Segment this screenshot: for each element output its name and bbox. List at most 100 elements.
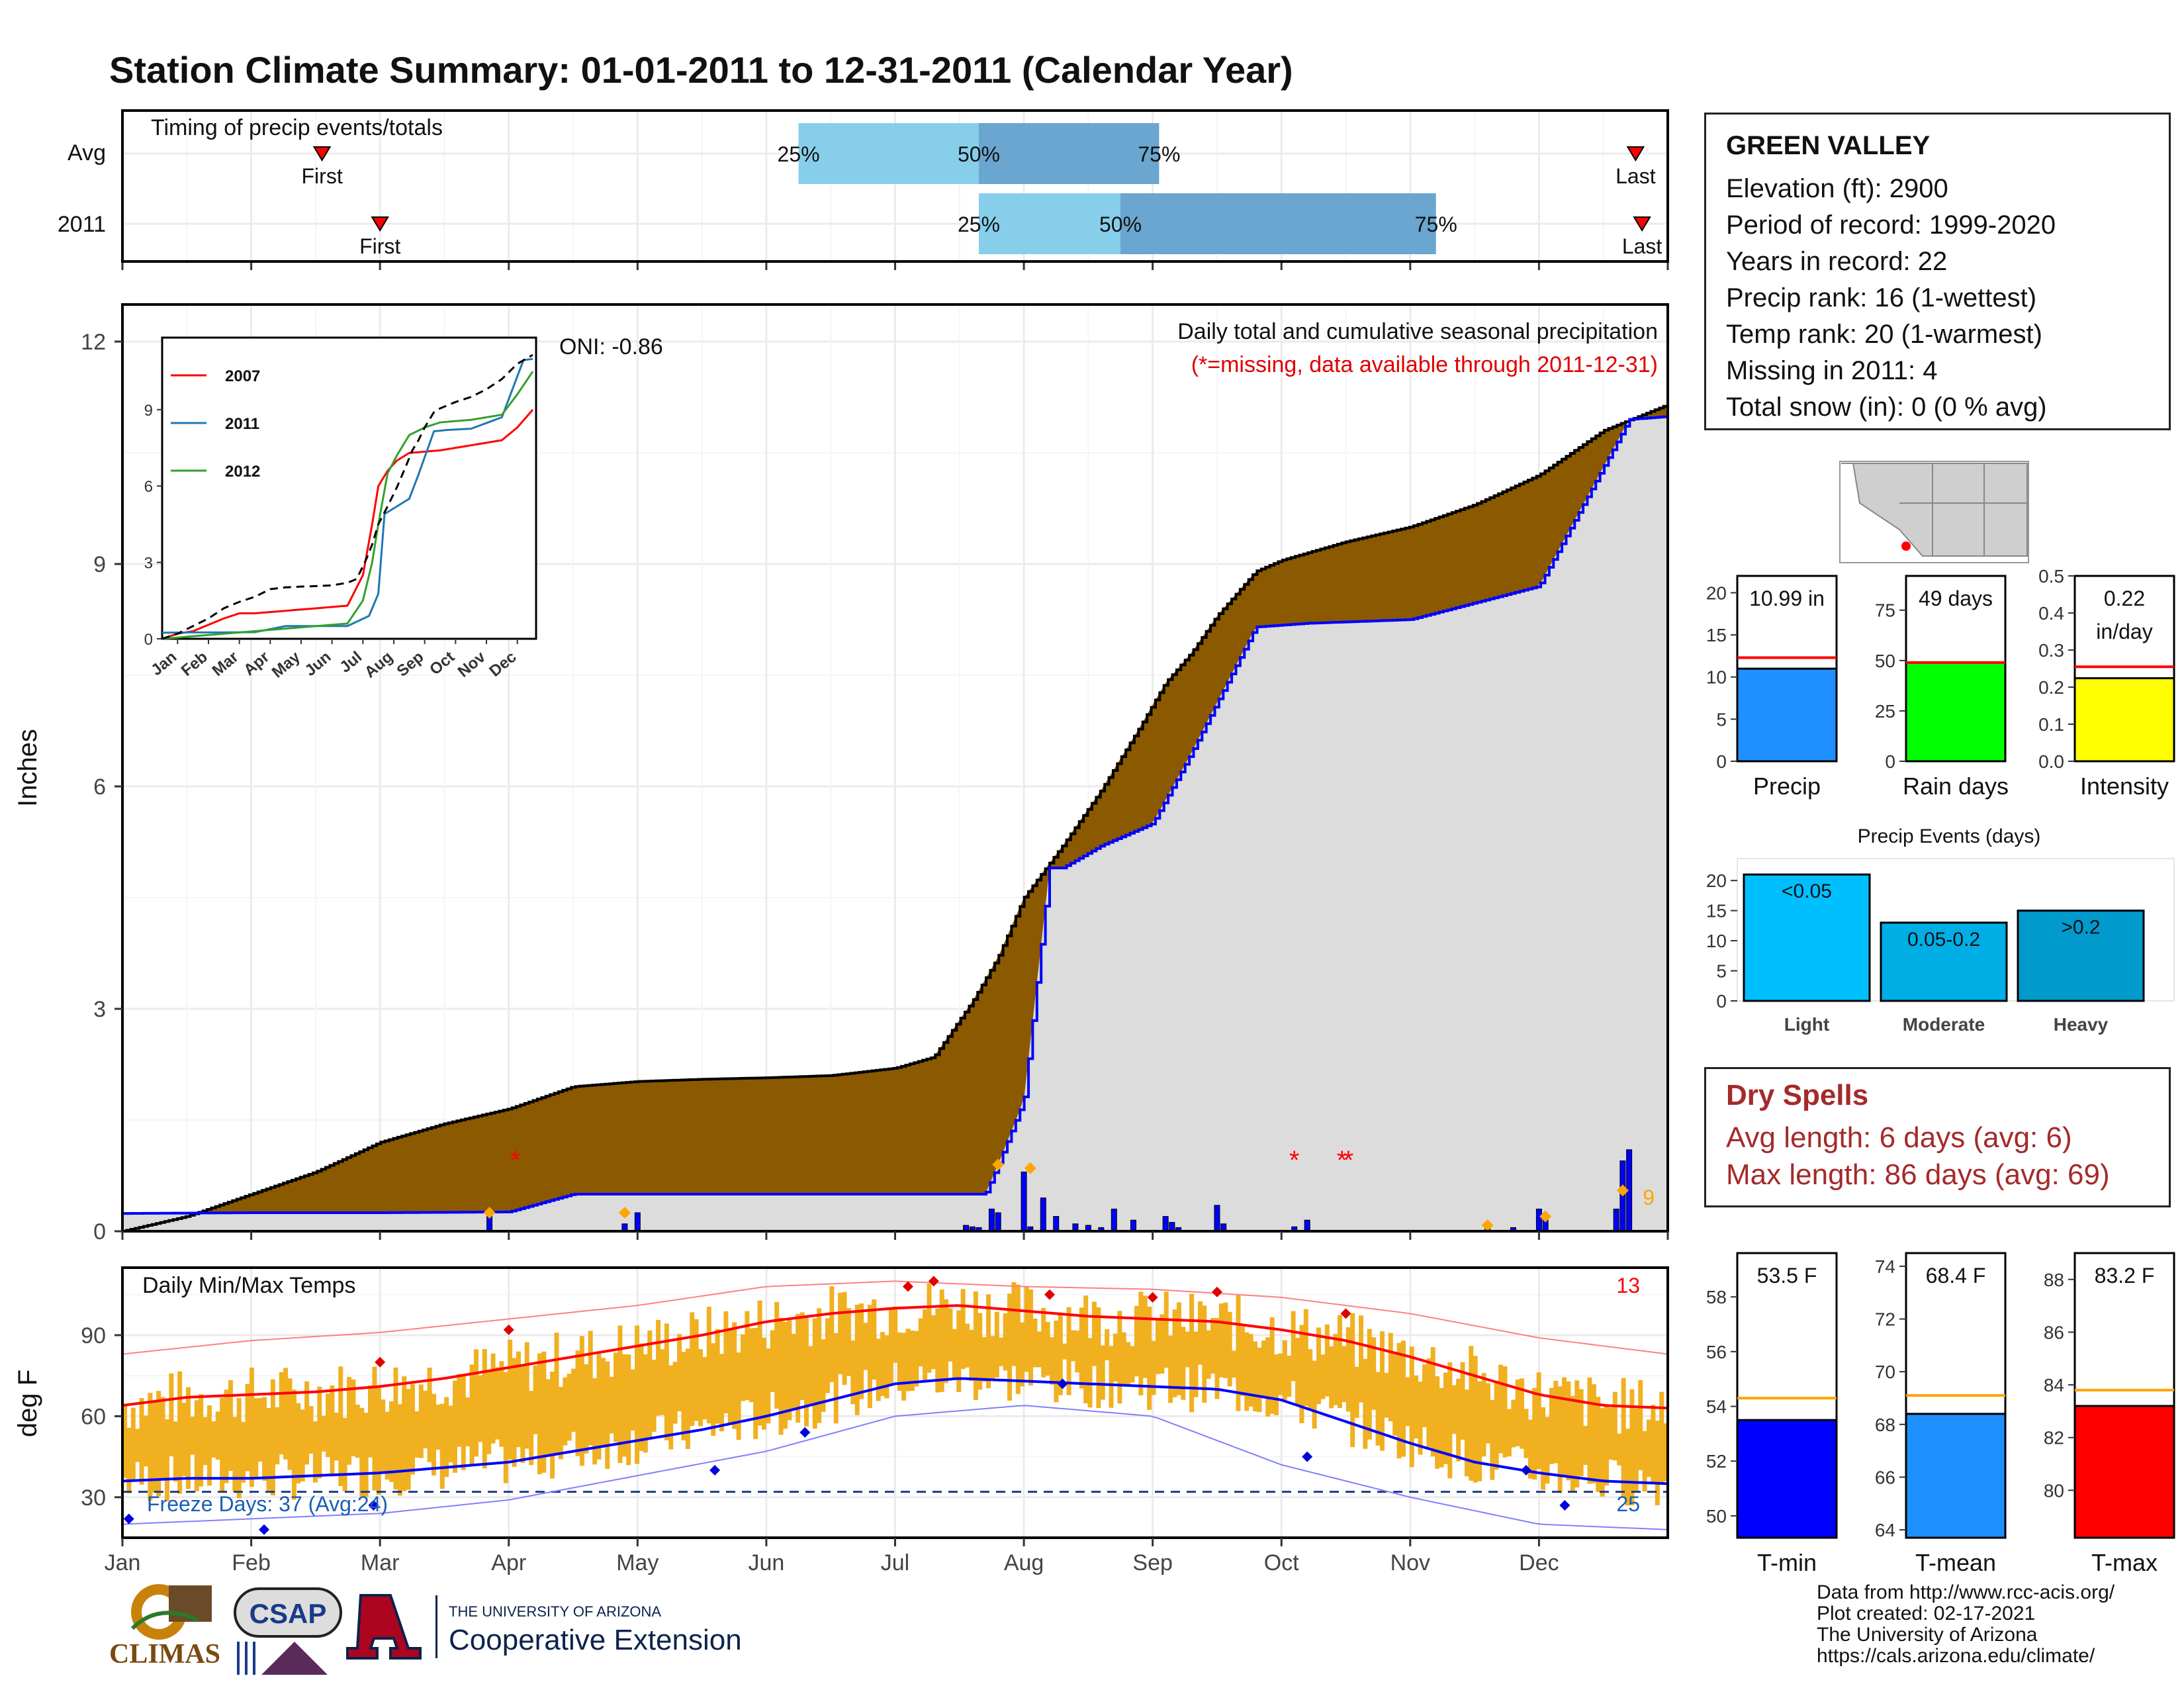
daily-temp-bar [1549,1387,1554,1464]
daily-temp-bar [524,1342,529,1449]
daily-temp-bar [1371,1337,1377,1410]
ua-small-text: THE UNIVERSITY OF ARIZONA [449,1603,661,1620]
temp-bar-value-label: 68.4 F [1926,1264,1986,1288]
daily-temp-bar [782,1321,788,1429]
daily-temp-bar [635,1325,640,1464]
daily-temp-bar [787,1320,792,1421]
daily-temp-bar [621,1354,627,1457]
daily-temp-bar [757,1300,762,1426]
timing-bar-lower [798,123,979,184]
daily-temp-bar [960,1289,966,1370]
daily-temp-bar [978,1313,983,1390]
temp-bar-tick-label: 52 [1706,1451,1727,1472]
daily-temp-bar [1066,1307,1071,1395]
heavy-event-marker [992,1158,1005,1171]
dry-spells-avg: Avg length: 6 days (avg: 6) [1726,1121,2072,1154]
daily-temp-bar [1282,1340,1287,1400]
daily-temp-bar [770,1330,775,1392]
daily-temp-bar [639,1343,644,1451]
inset-plot [161,353,534,640]
daily-temp-bar [774,1301,780,1409]
month-tick-label: Jul [881,1550,909,1575]
daily-temp-bar [1163,1291,1169,1368]
daily-temp-bar [452,1380,457,1473]
daily-temp-bar [1473,1356,1478,1483]
daily-temp-bar [1121,1332,1126,1387]
precip-y-tick-label: 12 [81,330,106,355]
daily-temp-bar [741,1334,745,1401]
daily-temp-bar [1028,1289,1034,1385]
daily-temp-bar [432,1393,436,1476]
daily-temp-bar [1506,1409,1512,1456]
daily-temp-bar [160,1397,165,1480]
station-elevation: Elevation (ft): 2900 [1726,174,1948,203]
events-value-label: >0.2 [2061,917,2100,939]
events-tick-label: 5 [1716,961,1727,982]
temp-bar-label: T-min [1757,1549,1817,1576]
daily-temp-bar [1320,1354,1326,1399]
credit-line: Data from http://www.rcc-acis.org/ [1817,1581,2115,1603]
daily-temp-bar [516,1351,521,1448]
daily-temp-bar [1109,1346,1114,1408]
record-min-line [122,1405,1668,1530]
daily-temp-bar [1384,1372,1389,1418]
daily-temp-bar [1091,1301,1097,1366]
record-high-marker [928,1276,939,1287]
temp-summary-bars: 50 52 54 56 58 53.5 F T-min 64 66 68 70 72 74 68.4 F T… [1706,1252,2175,1576]
station-missing: Missing in 2011: 4 [1726,356,1938,385]
daily-temp-bar [1232,1350,1237,1378]
daily-temp-bar [334,1412,339,1461]
daily-temp-bar [279,1372,284,1455]
daily-temp-bar [190,1417,195,1455]
daily-temp-bar [300,1409,305,1481]
daily-temp-bar [668,1365,674,1450]
daily-temp-bar [685,1348,690,1449]
daily-temp-bar [1663,1423,1668,1481]
credit-line: Plot created: 02-17-2021 [1817,1603,2036,1624]
first-event-marker [371,216,389,232]
daily-temp-bar [1456,1378,1461,1462]
daily-temp-bar [1015,1284,1021,1394]
daily-temp-bar [656,1319,661,1416]
daily-temp-bar [529,1391,534,1466]
summary-bar-charts: 0 5 10 15 20 10.99 in Precip 0 25 50 75 49 days Rain… [1706,566,2175,800]
summary-tick-label: 0.3 [2038,640,2064,661]
daily-temp-bar [893,1306,898,1363]
daily-temp-bar [617,1325,623,1464]
daily-temp-bar [262,1397,267,1481]
first-label: First [359,234,400,258]
daily-temp-bar [745,1311,750,1401]
daily-temp-bar [1409,1346,1414,1468]
events-tick-label: 15 [1706,901,1727,921]
daily-temp-bar [596,1354,602,1460]
daily-temp-bar [1045,1321,1050,1376]
timing-title: Timing of precip events/totals [151,115,443,140]
daily-temp-bar [1138,1291,1144,1396]
daily-temp-bar [287,1378,293,1470]
daily-temp-bar [376,1387,381,1495]
events-tick-label: 0 [1716,991,1727,1011]
daily-temp-bar [232,1417,238,1492]
daily-temp-bar [1075,1331,1080,1373]
daily-temp-bar [672,1362,678,1424]
daily-temp-bar [694,1319,699,1421]
daily-temp-bar [206,1405,212,1486]
summary-tick-label: 25 [1875,701,1895,722]
events-title: Precip Events (days) [1858,825,2041,847]
month-tick-label: May [616,1550,659,1575]
location-map [1839,461,2029,563]
credits: Data from http://www.rcc-acis.org/ Plot … [1817,1582,2115,1667]
daily-temp-bar [326,1393,331,1458]
daily-temp-bar [817,1308,822,1423]
daily-temp-bar [859,1303,864,1399]
daily-temp-bar [973,1291,978,1400]
temp-bar-tick-label: 54 [1706,1397,1727,1417]
last-label: Last [1615,164,1656,188]
daily-temp-bar [508,1339,513,1460]
daily-temp-bar [423,1390,428,1449]
daily-temp-bar [402,1376,407,1491]
temp-bar-value-label: 83.2 F [2095,1264,2155,1288]
events-category-label: Heavy [2054,1014,2109,1035]
temp-y-tick-label: 60 [81,1404,106,1429]
daily-temp-bar [829,1286,835,1382]
